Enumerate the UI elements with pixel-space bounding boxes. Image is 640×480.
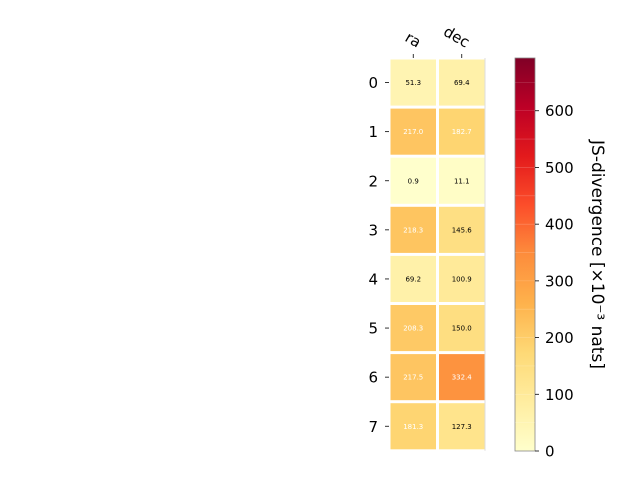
cell-value-label: 182.7 [452, 128, 472, 136]
heatmap-cell-r7-dec [439, 403, 485, 450]
heatmap-cell-r6-ra [390, 354, 436, 401]
colorbar-tick-label: 400 [545, 216, 574, 234]
heatmap-cell-r3-dec [439, 206, 485, 253]
cell-value-label: 11.1 [454, 177, 470, 185]
cell-value-label: 332.4 [452, 374, 473, 382]
colorbar-label: JS-divergence [×10⁻³ nats] [587, 139, 607, 369]
colorbar-tick-label: 100 [545, 386, 574, 404]
heatmap-cell-r6-dec [439, 354, 485, 401]
cell-value-label: 217.0 [403, 128, 423, 136]
cell-value-label: 145.6 [452, 226, 473, 234]
cell-value-label: 208.3 [403, 325, 423, 333]
row-label: 3 [368, 221, 378, 239]
cell-value-label: 69.2 [405, 275, 421, 283]
colorbar-tick-label: 200 [545, 329, 574, 347]
colorbar-tick-label: 500 [545, 159, 574, 177]
heatmap-cell-r3-ra [390, 206, 436, 253]
heatmap-cell-r7-ra [390, 403, 436, 450]
cell-value-label: 100.9 [452, 275, 472, 283]
row-label: 7 [368, 418, 378, 436]
row-label: 2 [368, 172, 378, 190]
cell-value-label: 181.3 [403, 423, 423, 431]
heatmap-cell-r5-dec [439, 305, 485, 352]
colorbar: 0 100 200 300 400 500 600 JS-divergence [×10⁻³ … [514, 57, 607, 461]
colorbar-tick-label: 600 [545, 102, 574, 120]
row-label: 1 [368, 123, 378, 141]
heatmap-cell-r0-ra [390, 59, 436, 106]
cell-value-label: 51.3 [405, 79, 421, 87]
cell-value-label: 217.5 [403, 374, 423, 382]
cell-value-label: 150.0 [452, 325, 472, 333]
colorbar-tick-label: 300 [545, 272, 574, 290]
row-label: 4 [368, 270, 378, 288]
cell-value-label: 127.3 [452, 423, 472, 431]
row-label: 0 [368, 74, 378, 92]
heatmap-grid: 51.3 69.4 217.0 182.7 0.9 11.1 218.3 145.6 69.2 1… [390, 58, 486, 451]
row-label: 5 [368, 320, 378, 338]
column-labels: ra dec [402, 22, 473, 58]
colorbar-tick-label: 0 [545, 443, 555, 461]
cell-value-label: 69.4 [454, 79, 470, 87]
row-label: 6 [368, 369, 378, 387]
heatmap-cell-r2-dec [439, 157, 485, 204]
heatmap-cell-r1-ra [390, 108, 436, 155]
row-labels: 0 1 2 3 4 5 6 7 [368, 74, 389, 436]
heatmap-cell-r1-dec [439, 108, 485, 155]
heatmap-cell-r4-ra [390, 255, 436, 302]
heatmap-cell-r5-ra [390, 305, 436, 352]
cell-value-label: 218.3 [403, 226, 423, 234]
colorbar-gradient [514, 57, 536, 452]
heatmap-cell-r4-dec [439, 255, 485, 302]
column-label: dec [440, 22, 472, 51]
cell-value-label: 0.9 [408, 177, 419, 185]
heatmap-cell-r0-dec [439, 59, 485, 106]
column-label: ra [402, 28, 424, 51]
heatmap-cell-r2-ra [390, 157, 436, 204]
